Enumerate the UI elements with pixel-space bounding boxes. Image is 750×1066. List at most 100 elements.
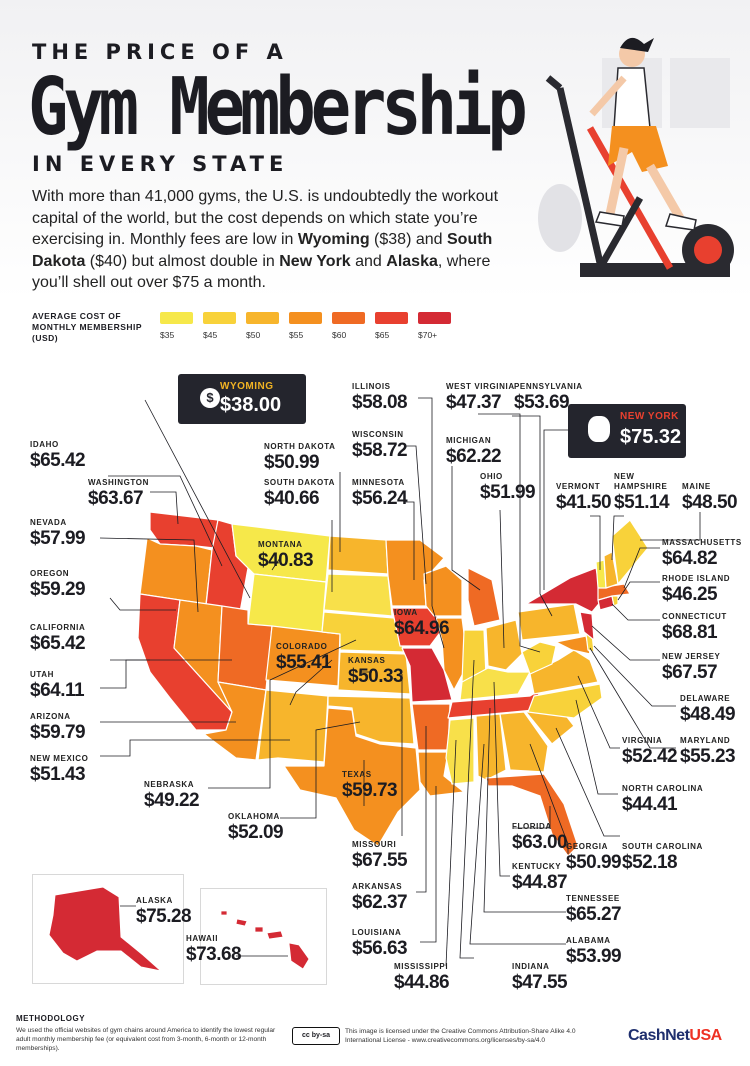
dollar-icon: $ — [200, 388, 220, 408]
legend-title: AVERAGE COST OF MONTHLY MEMBERSHIP (USD) — [32, 311, 142, 343]
label-west-virginia: WEST VIRGINIA $47.37 — [446, 382, 515, 413]
brand-part-1: CashNet — [628, 1027, 690, 1044]
methodology-text: We used the official websites of gym cha… — [16, 1027, 276, 1052]
label-texas: TEXAS $59.73 — [342, 770, 398, 801]
label-california: CALIFORNIA $65.42 — [30, 623, 86, 654]
title-line-3: IN EVERY STATE — [32, 152, 289, 176]
state-north-carolina — [527, 683, 603, 719]
leader-idaho — [108, 475, 223, 567]
leader-kentucky — [493, 681, 510, 877]
state-arkansas — [411, 703, 451, 751]
label-idaho: IDAHO $65.42 — [30, 440, 86, 471]
state-texas — [283, 707, 421, 847]
label-pennsylvania: PENNSYLVANIA $53.69 — [514, 382, 583, 413]
state-wyoming — [247, 573, 327, 633]
label-iowa: IOWA $64.96 — [394, 608, 450, 639]
leader-nebraska — [208, 639, 357, 789]
label-arkansas: ARKANSAS $62.37 — [352, 882, 408, 913]
state-oregon — [139, 537, 213, 605]
leader-florida — [514, 806, 551, 829]
legend-label: $70+ — [418, 330, 438, 340]
leader-georgia — [529, 743, 569, 854]
legend-label: $65 — [375, 330, 390, 340]
leader-alabama — [469, 743, 566, 945]
label-new-mexico: NEW MEXICO $51.43 — [30, 754, 89, 785]
label-alaska: ALASKA $75.28 — [136, 896, 192, 927]
wyoming-name: WYOMING — [220, 381, 274, 392]
leader-north-carolina — [575, 699, 618, 795]
label-rhode-island: RHODE ISLAND $46.25 — [662, 574, 731, 605]
leader-arkansas — [416, 726, 427, 893]
label-washington: WASHINGTON $63.67 — [88, 478, 149, 509]
label-michigan: MICHIGAN $62.22 — [446, 436, 502, 467]
label-illinois: ILLINOIS $58.08 — [352, 382, 408, 413]
label-wisconsin: WISCONSIN $58.72 — [352, 430, 408, 461]
label-indiana: INDIANA $47.55 — [512, 962, 568, 993]
legend-swatch — [289, 312, 322, 324]
leader-michigan — [451, 466, 481, 591]
legend-label: $60 — [332, 330, 347, 340]
label-oklahoma: OKLAHOMA $52.09 — [228, 812, 284, 843]
label-delaware: DELAWARE $48.49 — [680, 694, 736, 725]
label-florida: FLORIDA $63.00 — [512, 822, 568, 853]
leader-new-mexico — [100, 739, 290, 757]
leader-south-carolina — [555, 727, 620, 837]
label-nevada: NEVADA $57.99 — [30, 518, 86, 549]
leader-delaware — [593, 645, 676, 707]
leader-west-virginia — [478, 413, 541, 653]
label-north-carolina: NORTH CAROLINA $44.41 — [622, 784, 704, 815]
label-georgia: GEORGIA $50.99 — [566, 842, 622, 873]
label-missouri: MISSOURI $67.55 — [352, 840, 408, 871]
state-hawaii — [220, 910, 310, 970]
label-ohio: OHIO $51.99 — [480, 472, 536, 503]
legend-label: $55 — [289, 330, 304, 340]
legend-label: $50 — [246, 330, 261, 340]
brand-logo: CashNetUSA — [628, 1027, 722, 1045]
label-nebraska: NEBRASKA $49.22 — [144, 780, 200, 811]
leader-louisiana — [420, 786, 437, 943]
state-kansas — [337, 651, 411, 695]
leader-rhode-island — [617, 581, 660, 601]
label-alabama: ALABAMA $53.99 — [566, 936, 622, 967]
label-arizona: ARIZONA $59.79 — [30, 712, 86, 743]
legend-swatch — [332, 312, 365, 324]
brand-part-2: USA — [689, 1027, 722, 1044]
label-minnesota: MINNESOTA $56.24 — [352, 478, 408, 509]
wyoming-highlight: $ WYOMING $38.00 — [178, 374, 306, 424]
label-hawaii: HAWAII $73.68 — [186, 934, 242, 965]
state-alaska — [48, 886, 163, 972]
leader-indiana — [459, 659, 475, 959]
leader-maine — [640, 512, 701, 541]
label-vermont: VERMONT $41.50 — [556, 482, 612, 513]
label-maine: MAINE $48.50 — [682, 482, 738, 513]
state-missouri — [401, 647, 453, 703]
label-colorado: COLORADO $55.41 — [276, 642, 332, 673]
state-west-virginia — [521, 641, 557, 675]
label-connecticut: CONNECTICUT $68.81 — [662, 612, 727, 643]
elliptical-trainer-illustration — [538, 37, 734, 277]
wyoming-price: $38.00 — [220, 394, 282, 416]
legend-label: $45 — [203, 330, 218, 340]
label-south-dakota: SOUTH DAKOTA $40.66 — [264, 478, 336, 509]
state-new-jersey — [579, 611, 595, 641]
leader-washington — [150, 491, 179, 525]
state-north-dakota — [327, 535, 389, 575]
leader-pennsylvania — [512, 415, 553, 617]
label-mississippi: MISSISSIPPI $44.86 — [394, 962, 450, 993]
state-florida — [485, 773, 579, 857]
leader-massachusetts — [623, 547, 660, 589]
legend-swatch — [375, 312, 408, 324]
leader-new-york — [543, 429, 574, 590]
state-washington — [149, 511, 219, 549]
leader-ohio — [499, 509, 505, 649]
state-oklahoma — [327, 695, 415, 745]
leader-illinois — [418, 397, 445, 649]
new-york-price: $75.32 — [620, 426, 682, 448]
label-virginia: VIRGINIA $52.42 — [622, 736, 678, 767]
leader-minnesota — [404, 501, 415, 580]
label-louisiana: LOUISIANA $56.63 — [352, 928, 408, 959]
methodology-title: METHODOLOGY — [16, 1014, 86, 1023]
label-maryland: MARYLAND $55.23 — [680, 736, 736, 767]
label-kansas: KANSAS $50.33 — [348, 656, 404, 687]
